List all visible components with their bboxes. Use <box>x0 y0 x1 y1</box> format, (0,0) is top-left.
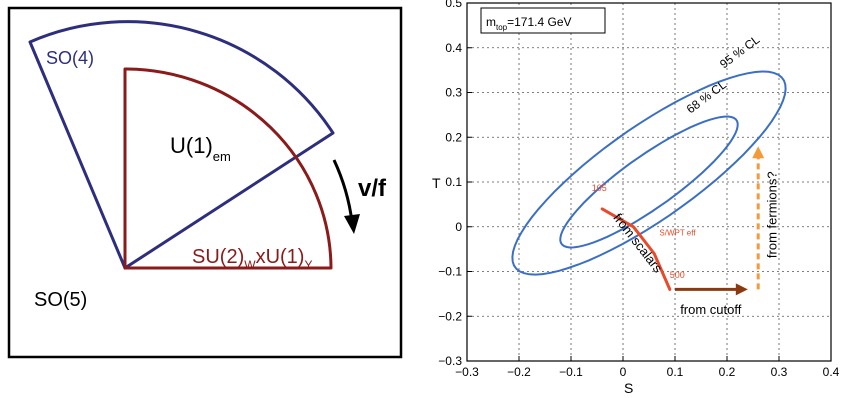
x-tick-label: 0 <box>620 365 627 379</box>
so4-label: SO(4) <box>46 48 94 68</box>
contour-label: 95 % CL <box>717 32 762 71</box>
y-tick-label: −0.3 <box>438 354 462 368</box>
so4-sector <box>28 20 335 270</box>
y-tick-label: 0.4 <box>445 41 462 55</box>
legend-box <box>480 7 606 34</box>
legend-text: mtop=171.4 GeV <box>486 15 572 32</box>
scalars-curve <box>600 207 672 291</box>
contours: 95 % CL 68 % CL <box>511 32 787 276</box>
x-axis-label: S <box>624 380 633 396</box>
su2-label: SU(2)WxU(1)Y <box>192 246 312 272</box>
x-tick-label: −0.1 <box>559 365 583 379</box>
axis-ticks: −0.3 −0.2 −0.1 0 0.1 0.2 0.3 0.4 −0.3 −0.2 −0.1 0 0.… <box>438 0 839 379</box>
scalar-start-label: 105 <box>592 183 607 193</box>
vf-label: v/f <box>358 175 387 202</box>
vf-arrow <box>332 159 354 223</box>
st-plot: −0.3 −0.2 −0.1 0 0.1 0.2 0.3 0.4 −0.3 −0.2 −0.1 0 0.… <box>432 0 840 396</box>
fermions-annotation: from fermions? <box>764 171 779 258</box>
contour-68 <box>559 115 739 249</box>
group-diagram: SO(4) U(1)em v/f SU(2)WxU(1)Y SO(5) <box>7 6 403 359</box>
x-tick-label: 0.4 <box>823 365 840 379</box>
scalar-end-label: 500 <box>670 270 685 280</box>
y-tick-label: 0 <box>455 220 462 234</box>
x-tick-label: −0.2 <box>507 365 531 379</box>
u1em-label: U(1)em <box>170 133 231 164</box>
y-tick-label: 0.2 <box>445 130 462 144</box>
y-axis-label: T <box>432 175 441 191</box>
y-tick-label: 0.5 <box>445 0 462 10</box>
contour-95 <box>511 70 787 276</box>
x-tick-label: 0.2 <box>719 365 736 379</box>
diagram-frame <box>7 6 403 359</box>
x-tick-label: 0.1 <box>667 365 684 379</box>
y-tick-label: 0.1 <box>445 175 462 189</box>
contour-label: 68 % CL <box>684 77 729 116</box>
y-tick-label: −0.1 <box>438 265 462 279</box>
y-tick-label: 0.3 <box>445 86 462 100</box>
so5-label: SO(5) <box>34 289 87 311</box>
grid <box>467 3 831 361</box>
scalar-mid-label: S/WPT eff <box>659 229 696 238</box>
y-tick-label: −0.2 <box>438 309 462 323</box>
su2-sector <box>123 67 333 270</box>
fermions-arrowhead <box>752 146 765 159</box>
cutoff-annotation: from cutoff <box>680 302 742 317</box>
x-tick-label: 0.3 <box>771 365 788 379</box>
cutoff-arrowhead <box>735 283 748 296</box>
vf-arrowhead <box>344 214 360 234</box>
x-tick-label: −0.3 <box>455 365 479 379</box>
